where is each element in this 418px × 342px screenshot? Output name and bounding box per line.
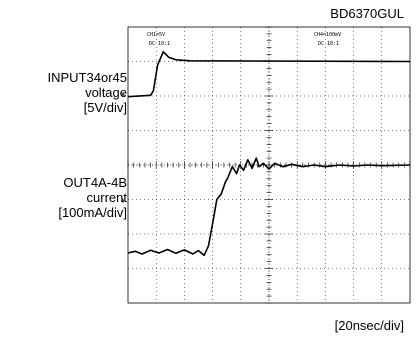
timebase-label: [20nsec/div] xyxy=(334,318,404,333)
ch4-ground-marker xyxy=(121,199,125,203)
ch4-coupling-readout: DC 10:1 xyxy=(318,41,339,47)
ch4-trace-label: OUT4A-4B current [100mA/div] xyxy=(58,175,127,220)
part-number: BD6370GUL xyxy=(330,6,404,21)
ch4-scale-readout: CH4=100mV xyxy=(314,32,341,38)
ch4-current-trace xyxy=(127,157,411,257)
ch4-label-line-2: current xyxy=(86,190,127,205)
ch1-label-line-3: [5V/div] xyxy=(83,100,127,115)
ch1-coupling-readout: DC 10:1 xyxy=(149,41,170,47)
ch4-label-line-1: OUT4A-4B xyxy=(63,175,127,190)
ch1-label-line-2: voltage xyxy=(85,85,127,100)
ch1-scale-readout: CH1=5V xyxy=(147,32,165,38)
waveform-traces xyxy=(127,51,411,257)
ch4-label-line-3: [100mA/div] xyxy=(58,205,127,220)
ch1-voltage-trace xyxy=(127,51,411,98)
ch1-label-line-1: INPUT34or45 xyxy=(47,70,127,85)
ch1-trace-label: INPUT34or45 voltage [5V/div] xyxy=(48,70,127,115)
ch1-ground-marker xyxy=(121,93,125,97)
